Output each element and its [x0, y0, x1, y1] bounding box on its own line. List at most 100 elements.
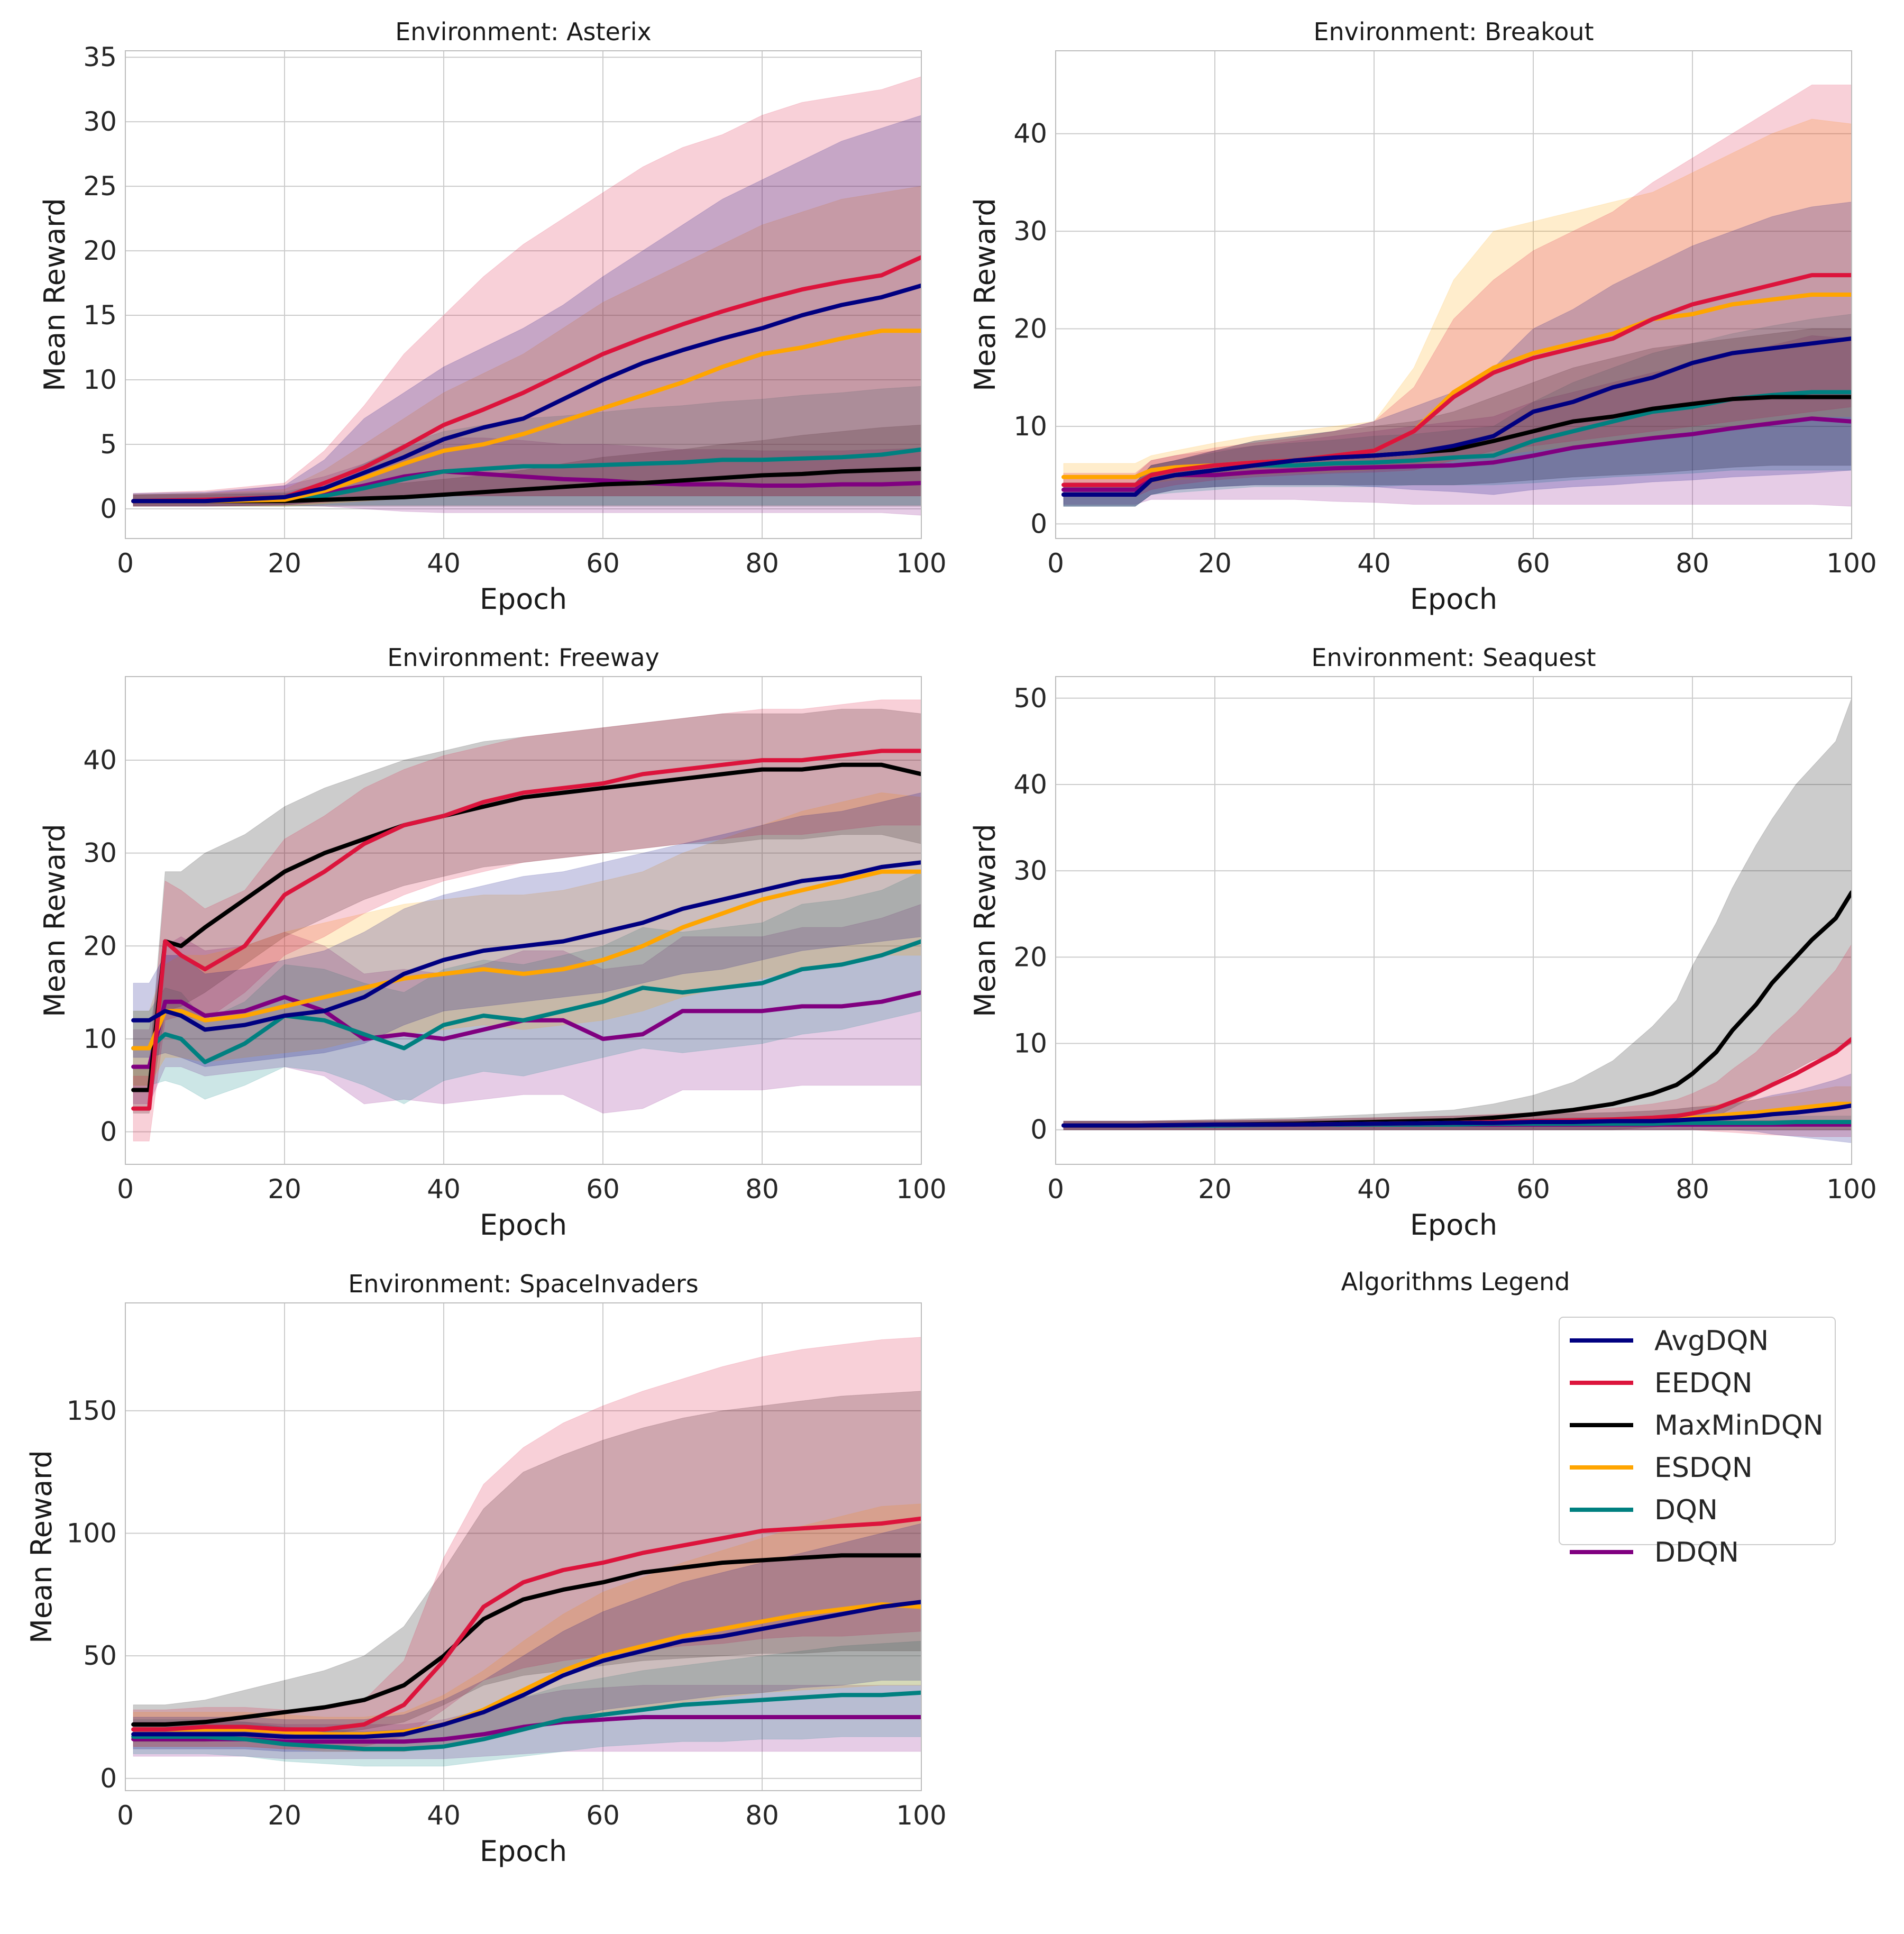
x-tick-label: 20: [268, 548, 301, 579]
plot-area: [1061, 698, 1852, 1143]
plot-area: [131, 1337, 921, 1767]
legend-panel: Algorithms Legend AvgDQN EEDQN MaxMinDQN ESD…: [1341, 1267, 1836, 1568]
x-tick-label: 80: [1676, 1174, 1709, 1205]
x-tick-label: 80: [745, 1174, 779, 1205]
band-eedqn: [133, 699, 921, 1142]
line-avgdqn: [1061, 336, 1852, 497]
line-avgdqn: [1061, 1103, 1852, 1128]
y-tick-label: 0: [100, 494, 117, 524]
x-axis-label: Epoch: [1410, 582, 1497, 616]
band-maxmindqn: [133, 1391, 921, 1742]
y-axis-label: Mean Reward: [25, 1450, 58, 1643]
legend-label: DDQN: [1654, 1537, 1739, 1568]
line-ddqn: [131, 469, 921, 504]
x-tick-label: 20: [1198, 548, 1232, 579]
x-tick-label: 60: [586, 548, 620, 579]
legend-entry-ddqn: DDQN: [1570, 1537, 1739, 1568]
y-tick-label: 150: [67, 1395, 117, 1426]
chart-title: Environment: Breakout: [1313, 17, 1594, 46]
line-eedqn: [1061, 273, 1852, 487]
legend-entry-dqn: DQN: [1570, 1494, 1718, 1526]
line-esdqn: [131, 869, 921, 1051]
band-maxmindqn: [133, 709, 921, 1114]
plot-area: [131, 699, 921, 1142]
x-tick-label: 0: [1047, 548, 1064, 579]
x-tick-label: 80: [1676, 548, 1709, 579]
axes-frame: [1055, 50, 1852, 539]
y-axis-label: Mean Reward: [38, 824, 71, 1017]
y-tick-label: 10: [1013, 411, 1047, 442]
band-avgdqn: [1063, 202, 1852, 507]
x-tick-label: 20: [268, 1800, 301, 1831]
legend-label: MaxMinDQN: [1654, 1410, 1824, 1442]
x-tick-label: 20: [1198, 1174, 1232, 1205]
band-eedqn: [133, 1337, 921, 1749]
legend-box: [1559, 1317, 1836, 1545]
y-axis-label: Mean Reward: [38, 198, 71, 391]
y-tick-label: 0: [100, 1117, 117, 1147]
line-esdqn: [131, 329, 921, 504]
y-tick-label: 10: [83, 364, 117, 395]
chart-title: Environment: SpaceInvaders: [348, 1270, 699, 1298]
x-tick-label: 60: [586, 1800, 620, 1831]
y-axis-label: Mean Reward: [968, 824, 1002, 1017]
panel-environment-asterix: 0 20 40 60 80 100 0 5 10 15 20 25 30 35 Environment: A…: [38, 17, 947, 616]
panel-environment-breakout: 0 20 40 60 80 100 0 10 20 30 40 Environment: Breako…: [968, 17, 1877, 616]
y-tick-label: 30: [1013, 216, 1047, 247]
chart-title: Environment: Freeway: [387, 643, 660, 672]
line-dqn: [131, 447, 921, 504]
band-eedqn: [1063, 85, 1852, 497]
line-dqn: [131, 939, 921, 1064]
y-tick-label: 40: [83, 745, 117, 776]
x-tick-label: 0: [117, 548, 134, 579]
y-tick-label: 10: [1013, 1028, 1047, 1059]
x-tick-label: 100: [896, 548, 946, 579]
line-dqn: [131, 1690, 921, 1751]
axes-frame: [1055, 676, 1852, 1165]
band-dqn: [1063, 314, 1852, 507]
legend-label: AvgDQN: [1654, 1325, 1769, 1357]
y-tick-label: 0: [100, 1763, 117, 1794]
x-tick-label: 100: [896, 1174, 946, 1205]
y-tick-label: 20: [83, 235, 117, 266]
x-tick-label: 40: [427, 1800, 461, 1831]
y-tick-label: 30: [83, 106, 117, 137]
x-tick-label: 40: [427, 548, 461, 579]
line-avgdqn: [131, 860, 921, 1032]
y-tick-label: 5: [100, 429, 117, 460]
y-tick-label: 0: [1030, 508, 1047, 539]
line-eedqn: [131, 749, 921, 1111]
line-eedqn: [131, 255, 921, 504]
panel-environment-seaquest: 0 20 40 60 80 100 0 10 20 30 40 50 Environment: Seaq…: [968, 643, 1877, 1242]
x-axis-label: Epoch: [480, 1835, 567, 1868]
x-tick-label: 60: [586, 1174, 620, 1205]
panel-environment-freeway: 0 20 40 60 80 100 0 10 20 30 40 Environment: Freewa…: [38, 643, 947, 1242]
x-axis-label: Epoch: [1410, 1208, 1497, 1242]
x-axis-label: Epoch: [480, 1208, 567, 1242]
x-tick-label: 0: [117, 1174, 134, 1205]
y-tick-label: 50: [1013, 683, 1047, 714]
band-dqn: [133, 871, 921, 1105]
line-maxmindqn: [131, 762, 921, 1092]
line-esdqn: [131, 1602, 921, 1737]
y-axis-label: Mean Reward: [968, 198, 1002, 391]
y-tick-label: 35: [83, 42, 117, 72]
line-avgdqn: [131, 283, 921, 504]
x-tick-label: 0: [117, 1800, 134, 1831]
band-esdqn: [133, 792, 921, 1086]
legend-title: Algorithms Legend: [1341, 1267, 1570, 1296]
chart-title: Environment: Asterix: [395, 17, 652, 46]
y-tick-label: 30: [1013, 855, 1047, 886]
axes-frame: [125, 676, 922, 1165]
plot-area: [1061, 85, 1852, 507]
line-avgdqn: [131, 1600, 921, 1739]
y-tick-label: 20: [1013, 942, 1047, 972]
band-avgdqn: [133, 792, 921, 1068]
line-maxmindqn: [131, 1553, 921, 1727]
band-esdqn: [1063, 118, 1852, 489]
legend-label: DQN: [1654, 1494, 1718, 1526]
y-tick-label: 30: [83, 838, 117, 869]
legend-label: EEDQN: [1654, 1367, 1753, 1399]
plot-area: [131, 76, 921, 516]
legend-entry-eedqn: EEDQN: [1570, 1367, 1753, 1399]
